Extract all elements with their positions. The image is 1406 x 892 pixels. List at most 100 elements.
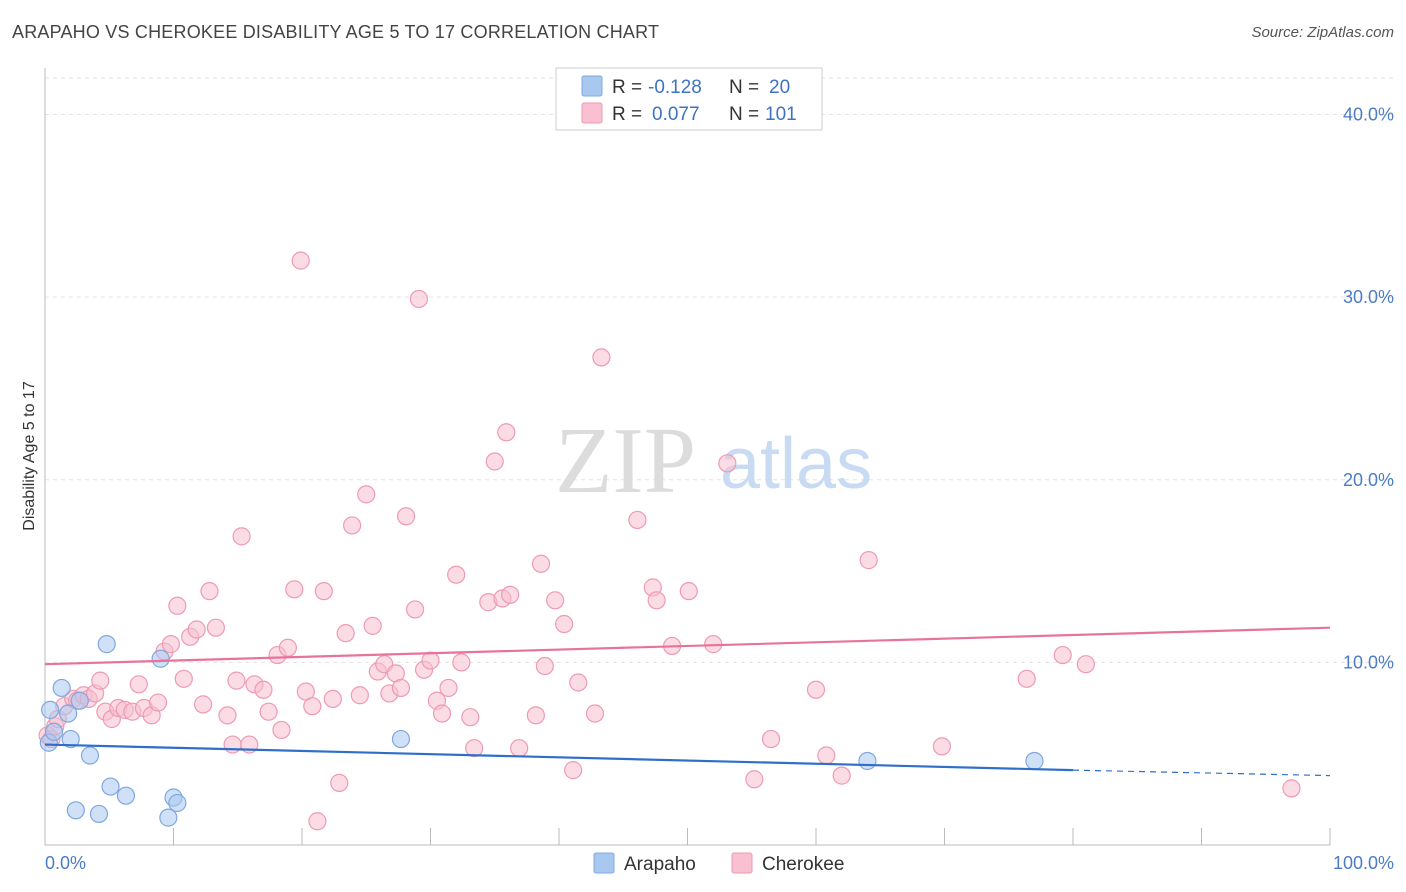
point-arapaho (151, 649, 170, 668)
point-cherokee (227, 671, 246, 690)
point-cherokee (535, 656, 554, 676)
point-cherokee (592, 348, 611, 367)
point-arapaho (159, 808, 178, 827)
point-cherokee (330, 773, 349, 793)
point-cherokee (832, 766, 851, 785)
point-cherokee (336, 624, 355, 643)
point-cherokee (206, 618, 226, 637)
series-arapaho-points (39, 635, 1044, 827)
point-cherokee (497, 423, 516, 442)
point-cherokee (396, 507, 416, 526)
point-cherokee (447, 565, 466, 584)
point-arapaho (41, 700, 60, 719)
point-cherokee (569, 673, 588, 692)
point-cherokee (461, 708, 480, 727)
point-cherokee (254, 680, 273, 699)
x-tick-label-max: 100.0% (1333, 853, 1394, 873)
point-arapaho (391, 729, 411, 749)
point-cherokee (350, 686, 369, 705)
y-tick-label: 10.0% (1343, 652, 1394, 672)
point-cherokee (291, 251, 310, 270)
point-cherokee (531, 554, 551, 573)
point-cherokee (91, 671, 110, 690)
series-cherokee-points (38, 251, 1301, 831)
point-cherokee (1282, 779, 1301, 798)
point-cherokee (148, 693, 168, 712)
point-cherokee (485, 452, 504, 471)
point-cherokee (391, 678, 411, 698)
bottom-legend-label-arapaho: Arapaho (624, 854, 696, 875)
point-cherokee (628, 510, 647, 530)
legend-n-label-arapaho: N = (729, 77, 759, 98)
point-cherokee (161, 635, 181, 654)
point-cherokee (501, 585, 520, 604)
y-tick-label: 20.0% (1343, 470, 1394, 490)
point-cherokee (278, 638, 297, 657)
point-cherokee (187, 620, 206, 639)
point-arapaho (168, 793, 187, 813)
trend-line-arapaho (44, 743, 1074, 772)
point-cherokee (343, 516, 362, 535)
point-cherokee (285, 580, 304, 599)
point-arapaho (1025, 751, 1044, 771)
point-cherokee (546, 591, 565, 610)
trend-line-cherokee (44, 626, 1331, 666)
point-cherokee (323, 689, 342, 709)
point-cherokee (526, 706, 545, 725)
point-cherokee (761, 729, 781, 749)
watermark: ZIP atlas (555, 409, 872, 513)
point-cherokee (806, 680, 826, 699)
legend-box: R = -0.128 N = 20 R = 0.077 N = 101 (555, 67, 823, 131)
point-cherokee (585, 704, 605, 723)
point-arapaho (70, 691, 89, 710)
point-cherokee (817, 746, 836, 765)
point-cherokee (314, 582, 333, 601)
point-arapaho (61, 729, 80, 749)
point-cherokee (363, 616, 382, 635)
point-arapaho (101, 777, 120, 796)
y-tick-label: 40.0% (1343, 105, 1394, 125)
point-arapaho (858, 751, 877, 771)
bottom-legend-swatch-arapaho (593, 852, 615, 874)
point-arapaho (97, 635, 116, 654)
point-arapaho (52, 678, 71, 698)
legend-r-label-cherokee: R = (612, 104, 642, 125)
y-tick-label: 30.0% (1343, 287, 1394, 307)
point-cherokee (679, 582, 698, 601)
point-cherokee (218, 706, 237, 725)
point-cherokee (405, 600, 425, 619)
point-arapaho (44, 722, 64, 741)
point-cherokee (409, 289, 429, 309)
point-cherokee (357, 485, 376, 504)
trend-line-extension-arapaho (1072, 769, 1331, 777)
point-cherokee (465, 739, 484, 758)
point-arapaho (89, 804, 109, 824)
y-tick-labels: 10.0% 20.0% 30.0% 40.0% (1343, 105, 1394, 673)
point-cherokee (303, 697, 322, 716)
point-cherokee (510, 739, 529, 758)
point-cherokee (1017, 669, 1036, 688)
point-cherokee (129, 675, 148, 694)
legend-n-label-cherokee: N = (729, 104, 759, 125)
point-cherokee (718, 454, 737, 473)
source-credit: Source: ZipAtlas.com (1251, 24, 1394, 41)
bottom-legend-swatch-cherokee (731, 852, 753, 874)
y-axis-label: Disability Age 5 to 17 (21, 381, 38, 531)
chart-title: ARAPAHO VS CHEROKEE DISABILITY AGE 5 TO … (12, 22, 660, 42)
legend-r-value-cherokee: 0.077 (652, 104, 700, 125)
point-cherokee (432, 704, 452, 723)
gridlines (45, 77, 1394, 663)
x-tick-label-min: 0.0% (45, 853, 86, 873)
point-cherokee (200, 582, 219, 601)
legend-r-label-arapaho: R = (612, 77, 642, 98)
watermark-atlas: atlas (720, 424, 872, 504)
point-cherokee (193, 695, 213, 714)
point-arapaho (80, 746, 100, 765)
point-cherokee (259, 702, 278, 721)
point-cherokee (168, 596, 187, 615)
point-cherokee (932, 737, 952, 756)
legend-r-value-arapaho: -0.128 (648, 77, 702, 98)
legend-n-value-arapaho: 20 (769, 77, 790, 98)
bottom-legend-label-cherokee: Cherokee (762, 854, 844, 875)
point-arapaho (59, 704, 78, 723)
